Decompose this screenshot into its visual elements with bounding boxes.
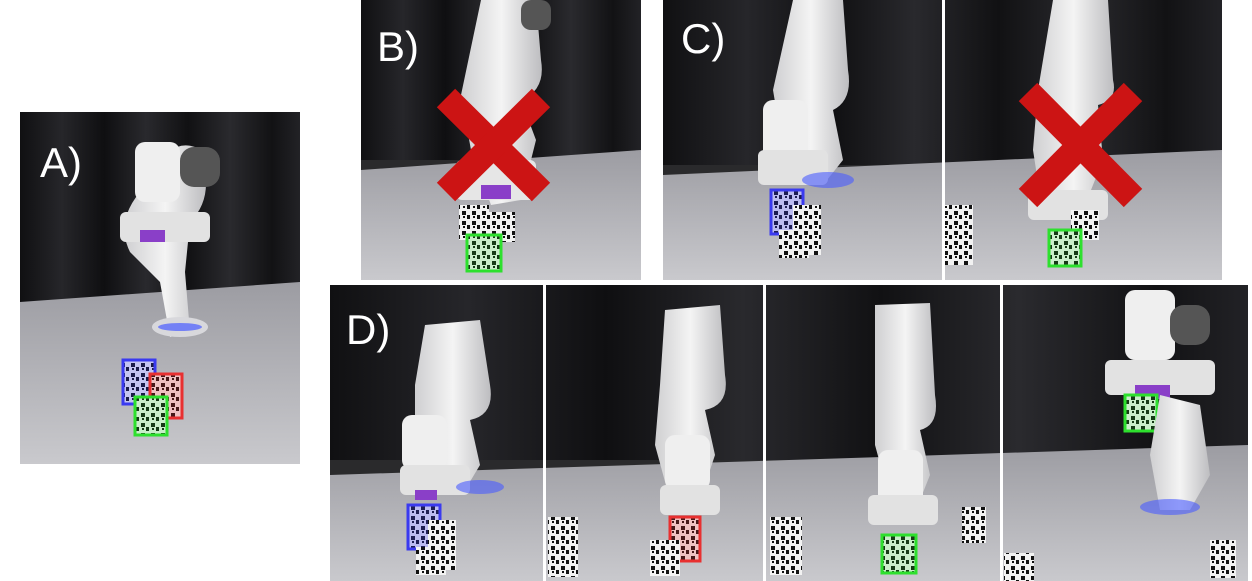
panel-c-photo: C) [663,0,1222,280]
panel-d-scene [330,285,1248,581]
panel-b-photo: B) [361,0,641,280]
panel-c-label: C) [681,15,726,62]
cross-mark-icon [436,88,551,202]
panel-d-label: D) [346,306,391,353]
panel-b-label: B) [377,23,419,70]
panel-b-scene [361,0,641,280]
panel-a-photo: A) [20,112,300,464]
panel-c-scene [663,0,1222,280]
panel-d-photo: D) [330,285,1248,581]
panel-a-label: A) [40,139,82,186]
cross-mark-icon [1018,82,1143,208]
panel-a-scene [20,112,300,464]
